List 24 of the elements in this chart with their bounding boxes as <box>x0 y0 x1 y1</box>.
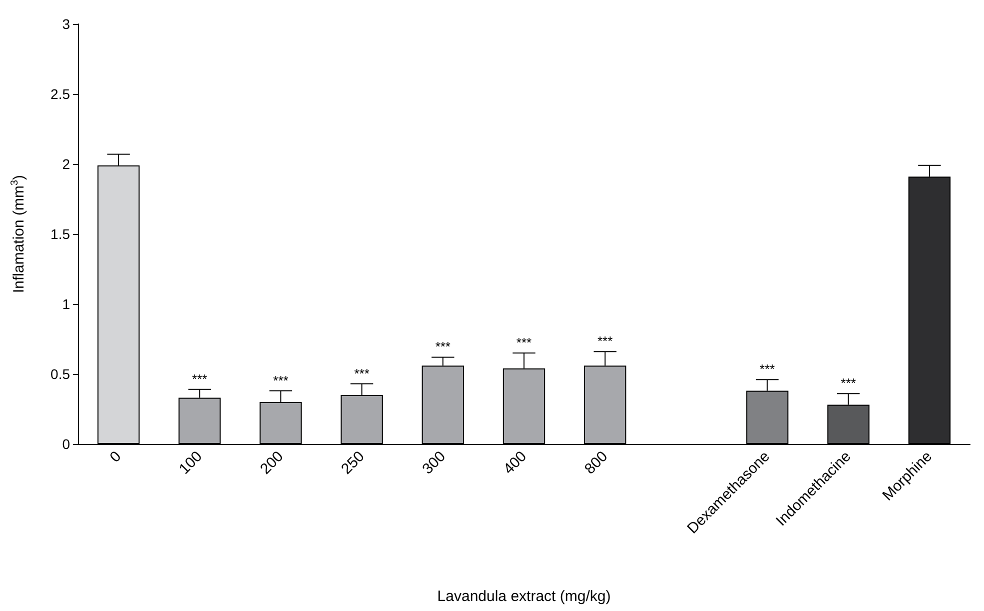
annotation: *** <box>597 334 613 349</box>
y-tick-label: 2.5 <box>50 86 70 102</box>
y-tick-label: 1 <box>62 296 70 312</box>
y-axis-title: Inflamation (mm3) <box>10 174 28 294</box>
x-tick-label: 300 <box>419 448 449 478</box>
annotation: *** <box>354 366 370 381</box>
x-tick-label: 800 <box>581 448 612 478</box>
y-tick-label: 0.5 <box>50 366 70 382</box>
x-axis-title: Lavandula extract (mg/kg) <box>437 588 611 605</box>
y-tick-label: 2 <box>62 156 70 172</box>
annotation: *** <box>192 371 208 386</box>
x-tick-label: 400 <box>500 448 530 478</box>
x-tick-label: 0 <box>106 448 125 466</box>
annotation: *** <box>435 339 451 354</box>
x-tick-label: 100 <box>176 448 206 478</box>
x-tick-label: 200 <box>257 448 287 478</box>
y-tick-label: 3 <box>62 16 70 32</box>
x-tick-label: 250 <box>338 448 368 478</box>
annotation: *** <box>840 376 856 391</box>
y-tick-label: 0 <box>62 436 70 452</box>
y-tick-label: 1.5 <box>50 226 70 242</box>
annotation: *** <box>760 362 775 377</box>
annotation: *** <box>273 372 288 388</box>
annotation: *** <box>516 335 532 350</box>
